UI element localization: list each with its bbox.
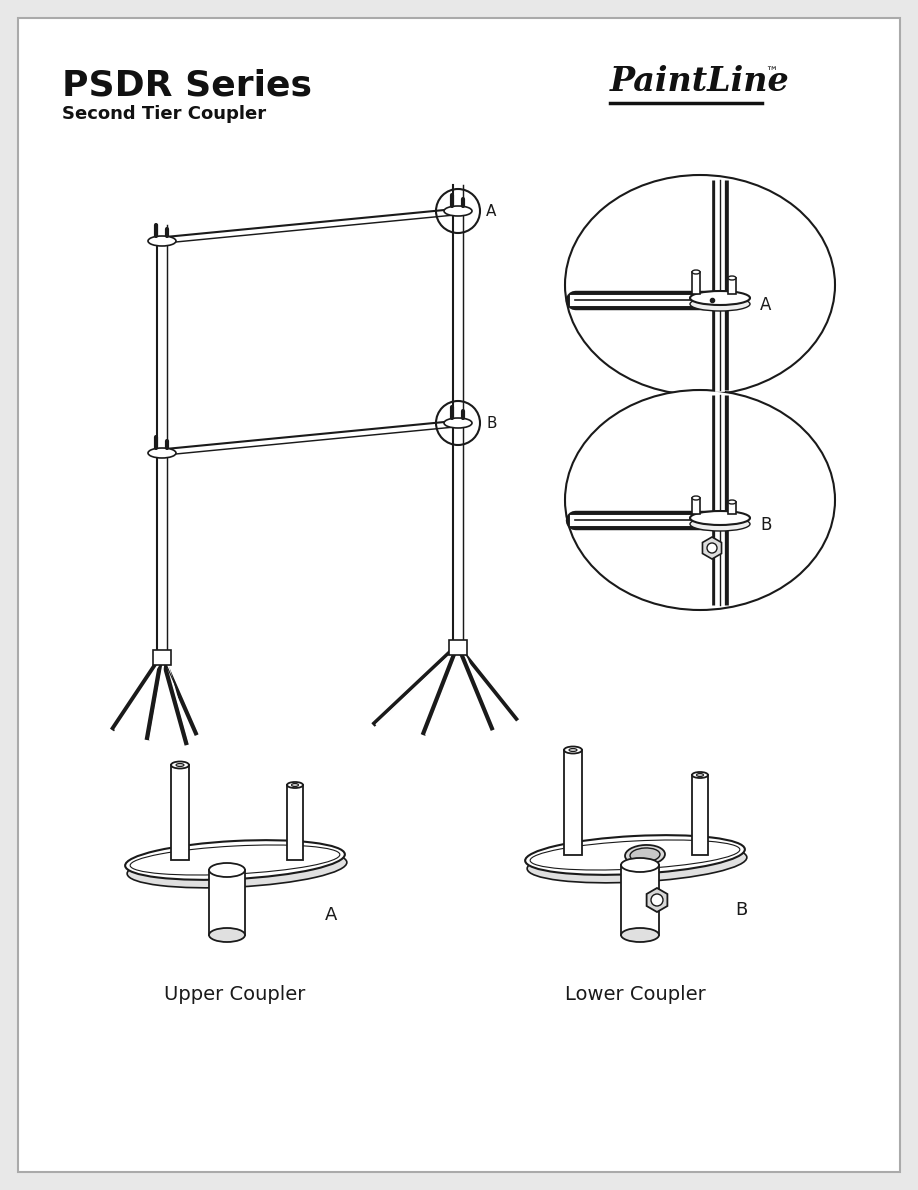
Ellipse shape (690, 516, 750, 531)
Ellipse shape (525, 835, 744, 875)
Bar (728, 502, 736, 514)
Ellipse shape (690, 292, 750, 305)
Ellipse shape (690, 298, 750, 311)
Ellipse shape (569, 749, 577, 752)
Ellipse shape (697, 774, 703, 777)
Ellipse shape (530, 840, 740, 870)
Text: PaintLine: PaintLine (610, 65, 789, 98)
Bar (287, 785, 303, 860)
Ellipse shape (209, 928, 245, 942)
Ellipse shape (565, 175, 835, 395)
Bar (692, 273, 700, 294)
Text: B: B (760, 516, 771, 534)
Ellipse shape (692, 496, 700, 500)
Ellipse shape (630, 848, 660, 862)
Text: ™: ™ (765, 65, 778, 79)
Ellipse shape (527, 844, 747, 883)
Ellipse shape (564, 746, 582, 753)
Bar (692, 775, 708, 854)
Ellipse shape (690, 511, 750, 525)
Bar (449, 640, 467, 654)
Text: Upper Coupler: Upper Coupler (164, 985, 306, 1004)
Text: A: A (325, 906, 338, 923)
Bar (621, 865, 659, 935)
Ellipse shape (287, 782, 303, 788)
Text: Second Tier Coupler: Second Tier Coupler (62, 105, 266, 123)
Ellipse shape (621, 928, 659, 942)
Ellipse shape (125, 840, 345, 879)
Bar (209, 870, 245, 935)
Ellipse shape (444, 418, 472, 428)
Ellipse shape (692, 270, 700, 274)
Ellipse shape (692, 772, 708, 778)
Ellipse shape (625, 845, 665, 865)
Ellipse shape (128, 848, 347, 888)
Ellipse shape (728, 276, 736, 280)
Circle shape (707, 543, 717, 553)
Bar (153, 650, 171, 665)
Bar (564, 750, 582, 854)
Text: A: A (486, 203, 497, 219)
Ellipse shape (728, 500, 736, 505)
Bar (692, 497, 700, 514)
Ellipse shape (209, 863, 245, 877)
Text: B: B (735, 901, 747, 919)
Text: Lower Coupler: Lower Coupler (565, 985, 705, 1004)
Ellipse shape (176, 764, 184, 766)
Text: B: B (486, 415, 497, 431)
Bar (171, 765, 189, 860)
Ellipse shape (148, 447, 176, 458)
Circle shape (651, 894, 663, 906)
Bar (728, 278, 736, 294)
Ellipse shape (292, 783, 298, 787)
Text: A: A (760, 296, 771, 314)
Ellipse shape (444, 206, 472, 217)
Text: PSDR Series: PSDR Series (62, 68, 312, 102)
Ellipse shape (130, 845, 340, 875)
Ellipse shape (621, 858, 659, 872)
Ellipse shape (565, 390, 835, 610)
Ellipse shape (148, 236, 176, 246)
Ellipse shape (171, 762, 189, 769)
